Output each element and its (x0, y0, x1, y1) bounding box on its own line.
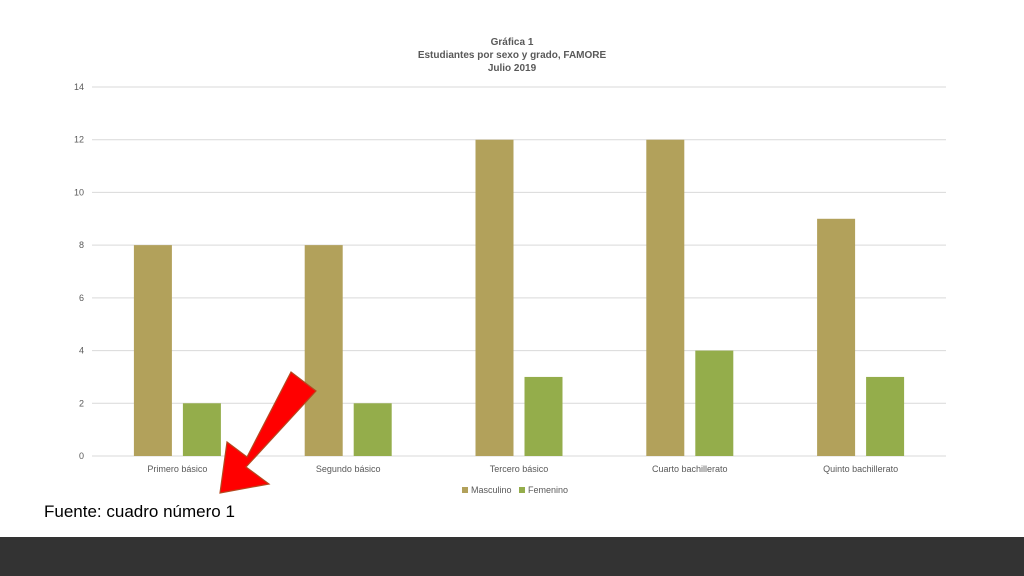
axis-labels: 0 2 4 6 8 10 12 14 Primero básico Segundo básico T… (74, 82, 898, 474)
y-tick-label: 8 (79, 240, 84, 250)
y-tick-label: 0 (79, 451, 84, 461)
legend-label-femenino: Femenino (528, 485, 568, 495)
legend-swatch-femenino (519, 487, 525, 493)
bar-femenino-3 (524, 376, 563, 456)
y-tick-label: 12 (74, 135, 84, 145)
chart-title-line-3: Julio 2019 (487, 63, 537, 74)
x-tick-label: Quinto bachillerato (823, 464, 898, 474)
bar-femenino-1 (182, 403, 221, 456)
bar-masculino-4 (646, 139, 685, 456)
bar-masculino-3 (475, 139, 514, 456)
source-note: Fuente: cuadro número 1 (44, 502, 235, 521)
red-arrow-shape (219, 371, 317, 494)
bar-masculino-5 (817, 218, 856, 456)
chart-title-line-1: Gráfica 1 (490, 37, 534, 48)
bar-masculino-1 (133, 245, 172, 456)
footer-bar (0, 537, 1024, 576)
legend-swatch-masculino (462, 487, 468, 493)
bar-femenino-4 (695, 350, 734, 456)
y-tick-label: 4 (79, 346, 84, 356)
legend-label-masculino: Masculino (471, 485, 512, 495)
x-tick-label: Segundo básico (316, 464, 381, 474)
y-tick-label: 10 (74, 187, 84, 197)
x-tick-label: Tercero básico (490, 464, 549, 474)
y-tick-label: 6 (79, 293, 84, 303)
legend: Masculino Femenino (462, 485, 568, 495)
red-arrow-icon (219, 371, 317, 494)
chart-title-line-2: Estudiantes por sexo y grado, FAMORE (417, 50, 607, 61)
x-tick-label: Primero básico (147, 464, 207, 474)
chart-title: Gráfica 1 Estudiantes por sexo y grado, … (300, 36, 724, 75)
y-tick-label: 14 (74, 82, 84, 92)
bar-femenino-2 (353, 403, 392, 456)
y-tick-label: 2 (79, 398, 84, 408)
bar-masculino-2 (304, 245, 343, 456)
bars (133, 139, 905, 456)
x-tick-label: Cuarto bachillerato (652, 464, 728, 474)
bar-femenino-5 (866, 376, 905, 456)
